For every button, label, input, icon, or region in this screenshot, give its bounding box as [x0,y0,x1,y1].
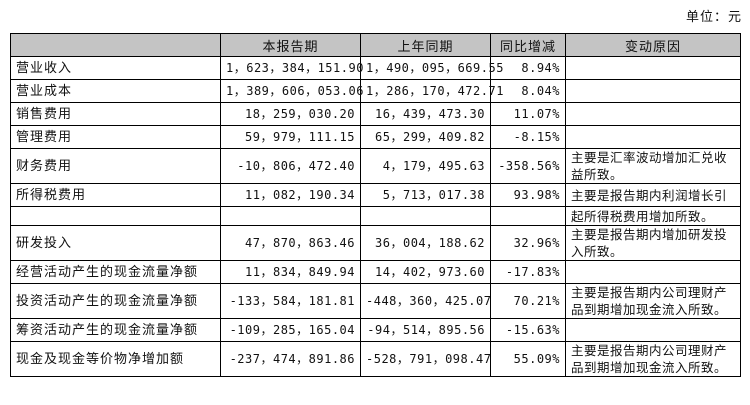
row-reason: 起所得税费用增加所致。 [565,206,741,226]
row-change: -15.63% [490,318,566,342]
table-row: 研发投入 47，870，863.46 36，004，188.62 32.96% … [10,225,741,261]
row-reason: 主要是报告期内利润增长引 [565,183,741,207]
row-item: 所得税费用 [10,183,221,207]
row-prior: 14，402，973.60 [360,260,491,284]
row-change [490,206,566,226]
row-reason [565,318,741,342]
row-current [220,206,361,226]
row-reason: 主要是报告期内增加研发投入所致。 [565,225,741,261]
header-prior-period: 上年同期 [360,33,491,57]
row-change: 32.96% [490,225,566,261]
row-current: 1，389，606，053.06 [220,79,363,103]
row-reason: 主要是汇率波动增加汇兑收益所致。 [565,148,741,184]
row-item: 管理费用 [10,125,221,149]
row-prior: 1，286，170，472.71 [360,79,503,103]
row-change: 93.98% [490,183,566,207]
row-change: -8.15% [490,125,566,149]
table-row: 现金及现金等价物净增加额 -237，474，891.86 -528，791，09… [10,341,741,377]
table-row: 起所得税费用增加所致。 [10,206,741,226]
row-item: 投资活动产生的现金流量净额 [10,283,221,319]
row-reason [565,79,741,103]
financial-table: 本报告期 上年同期 同比增减 变动原因 营业收入 1，623，384，151.9… [10,33,741,377]
row-item: 现金及现金等价物净增加额 [10,341,221,377]
row-current: -237，474，891.86 [220,341,361,377]
row-prior [360,206,491,226]
row-current: -133，584，181.81 [220,283,361,319]
header-item [10,33,221,57]
row-item: 销售费用 [10,102,221,126]
row-change: -358.56% [490,148,566,184]
row-change: -17.83% [490,260,566,284]
row-current: -109，285，165.04 [220,318,361,342]
row-current: 1，623，384，151.90 [220,56,363,80]
header-change-reason: 变动原因 [565,33,741,57]
row-item: 研发投入 [10,225,221,261]
row-prior: 16，439，473.30 [360,102,491,126]
row-prior: 5，713，017.38 [360,183,491,207]
row-prior: 4，179，495.63 [360,148,491,184]
header-row: 本报告期 上年同期 同比增减 变动原因 [10,33,741,57]
row-current: 59，979，111.15 [220,125,361,149]
row-reason [565,102,741,126]
row-prior: -448，360，425.07 [360,283,491,319]
row-current: 11，834，849.94 [220,260,361,284]
header-current-period: 本报告期 [220,33,361,57]
row-reason [565,56,741,80]
row-item: 营业收入 [10,56,221,80]
row-change: 11.07% [490,102,566,126]
row-prior: -528，791，098.47 [360,341,491,377]
row-current: 11，082，190.34 [220,183,361,207]
row-prior: 1，490，095，669.55 [360,56,503,80]
table-row: 营业收入 1，623，384，151.90 1，490，095，669.55 8… [10,56,741,80]
row-item [10,206,221,226]
row-change: 8.04% [490,79,566,103]
table-row: 经营活动产生的现金流量净额 11，834，849.94 14，402，973.6… [10,260,741,284]
table-row: 财务费用 -10，806，472.40 4，179，495.63 -358.56… [10,148,741,184]
table-row: 所得税费用 11，082，190.34 5，713，017.38 93.98% … [10,183,741,207]
row-current: 18，259，030.20 [220,102,361,126]
row-item: 经营活动产生的现金流量净额 [10,260,221,284]
table-row: 销售费用 18，259，030.20 16，439，473.30 11.07% [10,102,741,126]
table-row: 投资活动产生的现金流量净额 -133，584，181.81 -448，360，4… [10,283,741,319]
row-reason: 主要是报告期内公司理财产品到期增加现金流入所致。 [565,341,741,377]
row-reason: 主要是报告期内公司理财产品到期增加现金流入所致。 [565,283,741,319]
header-yoy-change: 同比增减 [490,33,566,57]
row-item: 财务费用 [10,148,221,184]
row-reason [565,260,741,284]
row-reason [565,125,741,149]
row-prior: 65，299，409.82 [360,125,491,149]
row-prior: 36，004，188.62 [360,225,491,261]
table-row: 筹资活动产生的现金流量净额 -109，285，165.04 -94，514，89… [10,318,741,342]
row-prior: -94，514，895.56 [360,318,491,342]
unit-label: 单位：元 [685,10,742,25]
row-current: 47，870，863.46 [220,225,361,261]
row-item: 筹资活动产生的现金流量净额 [10,318,221,342]
table-row: 营业成本 1，389，606，053.06 1，286，170，472.71 8… [10,79,741,103]
row-current: -10，806，472.40 [220,148,361,184]
row-change: 70.21% [490,283,566,319]
row-change: 55.09% [490,341,566,377]
table-row: 管理费用 59，979，111.15 65，299，409.82 -8.15% [10,125,741,149]
row-change: 8.94% [490,56,566,80]
row-item: 营业成本 [10,79,221,103]
